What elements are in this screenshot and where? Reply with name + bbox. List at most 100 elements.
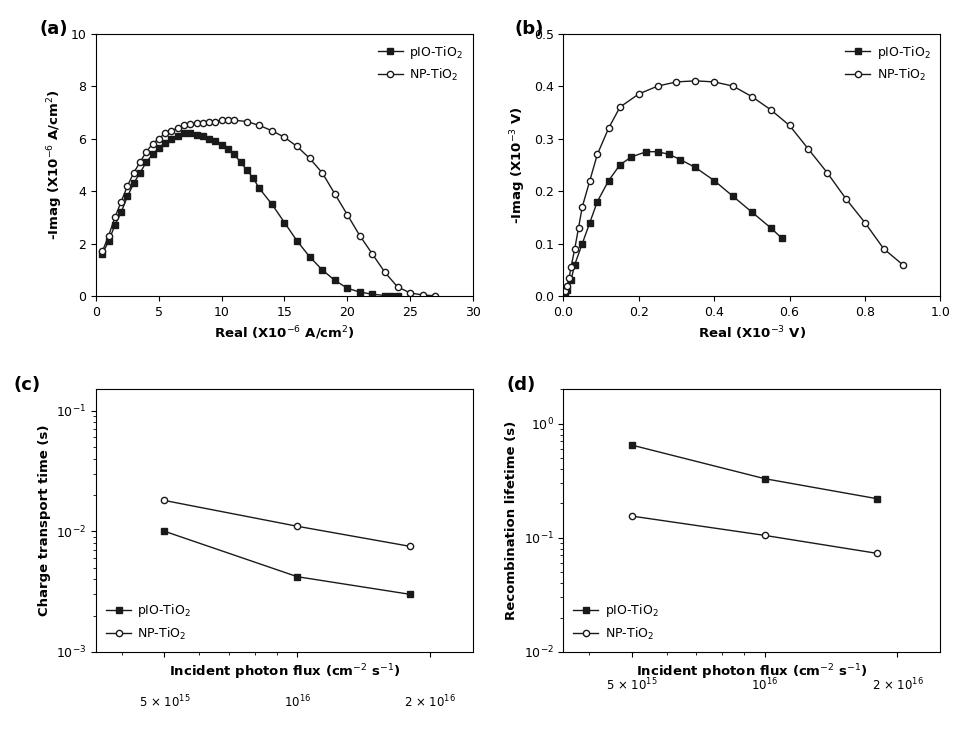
pIO-TiO$_2$ xyxy=(235,158,247,166)
Line: pIO-TiO$_2$: pIO-TiO$_2$ xyxy=(628,442,881,502)
NP-TiO$_2$ xyxy=(367,250,379,258)
Y-axis label: -Imag (X10$^{-6}$ A/cm$^2$): -Imag (X10$^{-6}$ A/cm$^2$) xyxy=(46,89,65,240)
pIO-TiO$_2$ xyxy=(210,137,221,145)
pIO-TiO$_2$ xyxy=(128,179,140,188)
pIO-TiO$_2$ xyxy=(561,285,573,294)
Line: pIO-TiO$_2$: pIO-TiO$_2$ xyxy=(99,130,401,299)
pIO-TiO$_2$ xyxy=(197,131,209,140)
pIO-TiO$_2$ xyxy=(591,197,603,206)
NP-TiO$_2$ xyxy=(878,245,889,253)
NP-TiO$_2$ xyxy=(569,245,581,253)
pIO-TiO$_2$ xyxy=(172,131,184,140)
NP-TiO$_2$ xyxy=(178,121,189,130)
X-axis label: Incident photon flux (cm$^{-2}$ s$^{-1}$): Incident photon flux (cm$^{-2}$ s$^{-1}$… xyxy=(636,662,868,682)
pIO-TiO$_2$ xyxy=(248,174,259,182)
pIO-TiO$_2$ xyxy=(625,153,637,161)
pIO-TiO$_2$ xyxy=(342,284,353,293)
NP-TiO$_2$ xyxy=(153,134,165,143)
pIO-TiO$_2$ xyxy=(385,291,397,300)
pIO-TiO$_2$ xyxy=(569,260,581,269)
pIO-TiO$_2$ xyxy=(241,166,252,174)
NP-TiO$_2$ xyxy=(614,103,625,112)
NP-TiO$_2$ xyxy=(821,169,833,177)
NP-TiO$_2$ xyxy=(109,213,120,222)
NP-TiO$_2$ xyxy=(317,169,328,177)
NP-TiO$_2$ xyxy=(159,129,171,138)
NP-TiO$_2$ xyxy=(565,263,577,272)
NP-TiO$_2$ xyxy=(563,273,575,282)
NP-TiO$_2$ xyxy=(210,117,221,126)
NP-TiO$_2$ xyxy=(96,247,108,255)
pIO-TiO$_2$ xyxy=(577,239,588,248)
NP-TiO$_2$ xyxy=(840,195,852,204)
NP-TiO$_2$ xyxy=(379,268,390,277)
NP-TiO$_2$ xyxy=(228,116,240,125)
pIO-TiO$_2$ xyxy=(584,218,595,227)
Text: 10$^{16}$: 10$^{16}$ xyxy=(284,694,311,710)
NP-TiO$_2$ xyxy=(803,145,815,153)
pIO-TiO$_2$ xyxy=(391,291,403,300)
Text: (c): (c) xyxy=(14,376,41,394)
NP-TiO$_2$ xyxy=(184,120,196,128)
NP-TiO$_2$ xyxy=(147,139,158,148)
pIO-TiO$_2$ xyxy=(354,288,366,296)
NP-TiO$_2$ xyxy=(429,291,441,300)
NP-TiO$_2$ xyxy=(746,92,757,101)
pIO-TiO$_2$ xyxy=(663,150,675,158)
NP-TiO$_2$ xyxy=(291,142,303,151)
Text: 2 $\times$ 10$^{16}$: 2 $\times$ 10$^{16}$ xyxy=(404,694,456,710)
pIO-TiO$_2$ xyxy=(675,155,686,164)
pIO-TiO$_2$ xyxy=(291,237,303,245)
NP-TiO$_2$ xyxy=(603,123,615,132)
Text: 5 $\times$ 10$^{15}$: 5 $\times$ 10$^{15}$ xyxy=(139,694,190,710)
NP-TiO$_2$ xyxy=(158,496,170,505)
NP-TiO$_2$ xyxy=(633,90,645,99)
NP-TiO$_2$ xyxy=(354,231,366,240)
Line: NP-TiO$_2$: NP-TiO$_2$ xyxy=(99,117,438,299)
pIO-TiO$_2$ xyxy=(404,590,416,599)
NP-TiO$_2$ xyxy=(871,549,883,558)
NP-TiO$_2$ xyxy=(404,288,416,297)
pIO-TiO$_2$ xyxy=(266,200,278,209)
NP-TiO$_2$ xyxy=(190,118,202,127)
NP-TiO$_2$ xyxy=(626,512,638,520)
pIO-TiO$_2$ xyxy=(103,237,115,245)
pIO-TiO$_2$ xyxy=(652,147,663,156)
pIO-TiO$_2$ xyxy=(746,207,757,216)
Text: (b): (b) xyxy=(515,20,544,39)
NP-TiO$_2$ xyxy=(559,286,571,295)
NP-TiO$_2$ xyxy=(253,121,265,130)
Legend: pIO-TiO$_2$, NP-TiO$_2$: pIO-TiO$_2$, NP-TiO$_2$ xyxy=(842,40,934,87)
pIO-TiO$_2$ xyxy=(158,527,170,536)
pIO-TiO$_2$ xyxy=(222,145,234,153)
pIO-TiO$_2$ xyxy=(153,143,165,152)
Line: NP-TiO$_2$: NP-TiO$_2$ xyxy=(562,77,906,294)
Legend: pIO-TiO$_2$, NP-TiO$_2$: pIO-TiO$_2$, NP-TiO$_2$ xyxy=(570,599,662,645)
NP-TiO$_2$ xyxy=(573,223,585,232)
Line: NP-TiO$_2$: NP-TiO$_2$ xyxy=(628,513,881,556)
NP-TiO$_2$ xyxy=(291,522,303,531)
pIO-TiO$_2$ xyxy=(228,150,240,158)
NP-TiO$_2$ xyxy=(758,531,770,539)
Legend: pIO-TiO$_2$, NP-TiO$_2$: pIO-TiO$_2$, NP-TiO$_2$ xyxy=(102,599,195,645)
pIO-TiO$_2$ xyxy=(641,147,653,156)
pIO-TiO$_2$ xyxy=(96,250,108,258)
NP-TiO$_2$ xyxy=(671,77,683,86)
pIO-TiO$_2$ xyxy=(758,474,770,483)
NP-TiO$_2$ xyxy=(166,126,178,135)
Y-axis label: Charge transport time (s): Charge transport time (s) xyxy=(38,425,50,616)
pIO-TiO$_2$ xyxy=(134,169,146,177)
pIO-TiO$_2$ xyxy=(614,161,625,169)
pIO-TiO$_2$ xyxy=(559,289,571,298)
pIO-TiO$_2$ xyxy=(765,223,777,232)
NP-TiO$_2$ xyxy=(329,189,341,198)
pIO-TiO$_2$ xyxy=(304,253,316,261)
NP-TiO$_2$ xyxy=(342,210,353,219)
Y-axis label: -Imag (X10$^{-3}$ V): -Imag (X10$^{-3}$ V) xyxy=(509,106,528,224)
pIO-TiO$_2$ xyxy=(871,494,883,503)
pIO-TiO$_2$ xyxy=(147,150,158,158)
Text: 5 $\times$ 10$^{15}$: 5 $\times$ 10$^{15}$ xyxy=(606,677,657,694)
NP-TiO$_2$ xyxy=(279,133,290,142)
NP-TiO$_2$ xyxy=(765,105,777,114)
pIO-TiO$_2$ xyxy=(317,266,328,274)
